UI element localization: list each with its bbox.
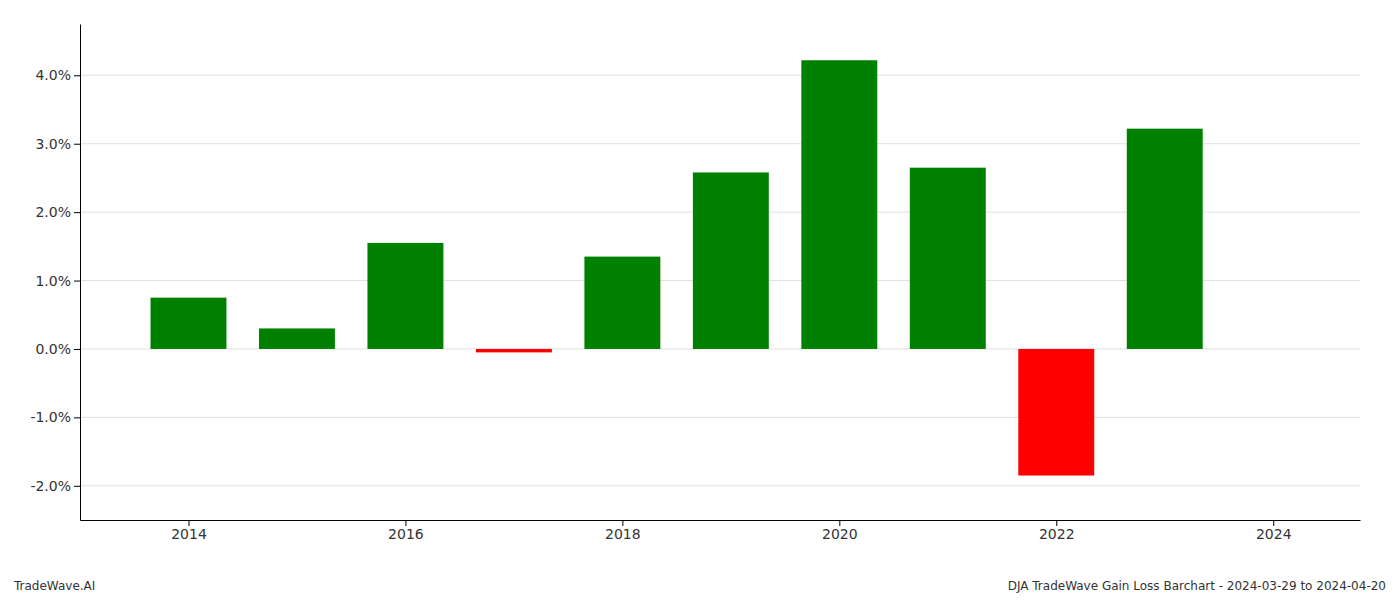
y-tick-label: 3.0% <box>35 136 71 152</box>
bar <box>476 349 552 352</box>
bar <box>259 328 335 349</box>
x-tick-label: 2022 <box>1039 526 1075 542</box>
y-tick: -1.0% <box>30 409 80 425</box>
x-tick-label: 2024 <box>1256 526 1292 542</box>
y-axis-line <box>80 25 81 521</box>
y-tick-mark <box>74 144 80 145</box>
y-tick: -2.0% <box>30 478 80 494</box>
x-tick: 2022 <box>1039 520 1075 542</box>
x-tick: 2018 <box>605 520 641 542</box>
y-tick-mark <box>74 75 80 76</box>
y-tick-label: -1.0% <box>30 409 71 425</box>
y-tick: 0.0% <box>35 341 80 357</box>
y-tick-mark <box>74 212 80 213</box>
y-tick-mark <box>74 486 80 487</box>
y-tick-mark <box>74 349 80 350</box>
footer: DJA TradeWave Gain Loss Barchart - 2024-… <box>1008 579 1386 593</box>
bar <box>1018 349 1094 476</box>
x-tick-label: 2014 <box>171 526 207 542</box>
y-tick-label: 2.0% <box>35 204 71 220</box>
bar <box>367 243 443 349</box>
x-axis-line <box>81 520 1361 521</box>
x-axis: 2014 2016 2018 2020 2022 2024 <box>81 520 1361 542</box>
y-tick-label: -2.0% <box>30 478 71 494</box>
plot: 2014 2016 2018 2020 2022 2024 -2.0% -1.0% 0.0% 1.… <box>30 25 1360 542</box>
x-tick-label: 2020 <box>822 526 858 542</box>
y-tick: 2.0% <box>35 204 80 220</box>
x-tick-label: 2018 <box>605 526 641 542</box>
grid-line <box>80 75 1360 76</box>
x-tick: 2014 <box>171 520 207 542</box>
bars <box>151 60 1203 475</box>
bar <box>1127 129 1203 349</box>
bar <box>910 168 986 349</box>
bar <box>801 60 877 349</box>
bar <box>693 172 769 349</box>
footer: TradeWave.AI <box>13 579 95 593</box>
y-tick-mark <box>74 417 80 418</box>
y-tick-mark <box>74 281 80 282</box>
y-tick-label: 1.0% <box>35 273 71 289</box>
grid <box>80 75 1360 485</box>
chart: 2014 2016 2018 2020 2022 2024 -2.0% -1.0% 0.0% 1.… <box>0 0 1400 600</box>
y-tick: 4.0% <box>35 67 80 83</box>
y-tick: 3.0% <box>35 136 80 152</box>
grid-line <box>80 485 1360 486</box>
x-tick: 2024 <box>1256 520 1292 542</box>
x-tick: 2016 <box>388 520 424 542</box>
bar <box>584 257 660 349</box>
grid-line <box>80 417 1360 418</box>
bar <box>151 298 227 349</box>
y-tick-label: 4.0% <box>35 67 71 83</box>
x-tick: 2020 <box>822 520 858 542</box>
y-tick: 1.0% <box>35 273 80 289</box>
y-axis: -2.0% -1.0% 0.0% 1.0% 2.0% 3.0% 4.0% <box>30 25 80 521</box>
y-tick-label: 0.0% <box>35 341 71 357</box>
x-tick-label: 2016 <box>388 526 424 542</box>
